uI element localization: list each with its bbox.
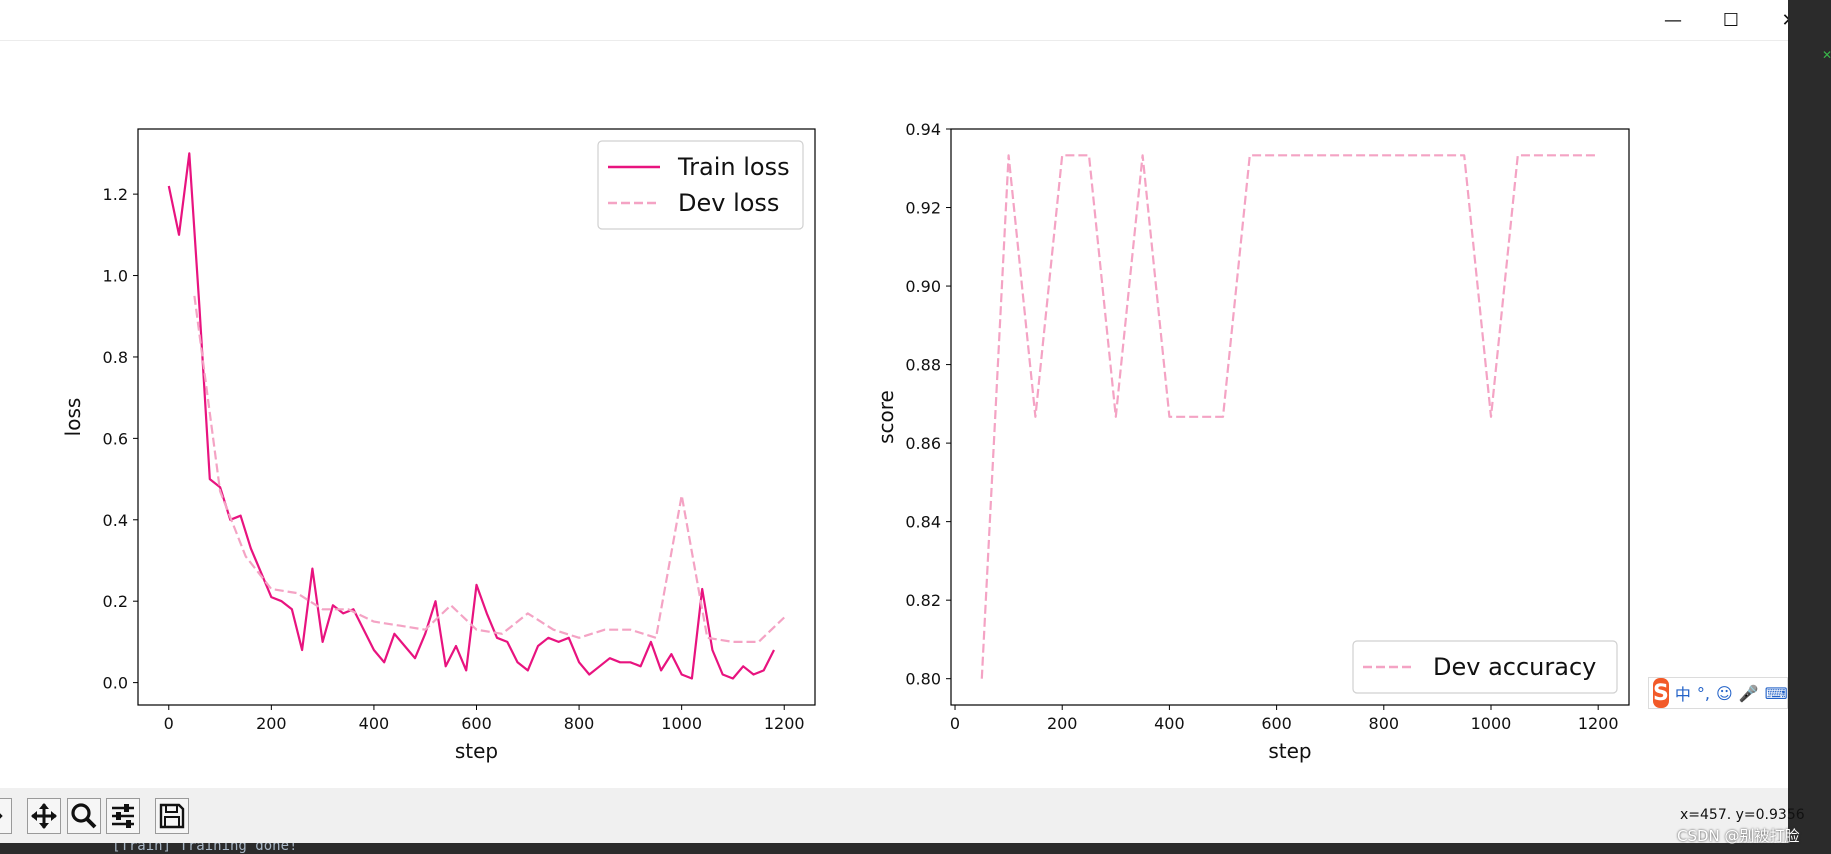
loss-chart: 0 200 400 600 800 1000 1200 0.0 0.2 0.4 0.6 0.8 1.0 1…: [61, 128, 816, 763]
maximize-icon: ☐: [1722, 9, 1740, 31]
floppy-disk-icon: [159, 803, 185, 829]
y-tick-label: 0.88: [905, 356, 941, 375]
sliders-icon: [112, 804, 134, 828]
magnifier-icon: [71, 803, 97, 829]
zoom-button[interactable]: [67, 798, 101, 834]
x-tick-label: 400: [359, 714, 390, 733]
minimize-button[interactable]: —: [1644, 0, 1702, 40]
keyboard-icon[interactable]: ⌨: [1764, 683, 1788, 703]
series-line-dev-loss: [193, 295, 785, 644]
y-tick-label: 0.94: [905, 120, 941, 139]
watermark-text: CSDN @别被打脸: [1677, 827, 1800, 845]
punctuation-icon[interactable]: °,: [1696, 683, 1710, 703]
y-tick-label: 0.4: [103, 511, 128, 530]
legend-label: Dev loss: [678, 189, 779, 217]
legend-label: Train loss: [677, 153, 790, 181]
terminal-strip: [Train] Training done!: [0, 843, 1788, 854]
legend: Train loss Dev loss: [597, 140, 804, 230]
configure-subplots-button[interactable]: [106, 798, 140, 834]
x-tick-label: 0: [164, 714, 174, 733]
y-axis-label: score: [874, 390, 898, 444]
x-tick-label: 0: [950, 714, 960, 733]
y-tick-label: 1.0: [103, 267, 128, 286]
cursor-coordinates: x=457. y=0.9356: [1680, 807, 1805, 823]
y-tick-label: 0.80: [905, 670, 941, 689]
y-tick-label: 0.84: [905, 513, 941, 532]
charts-svg: 0 200 400 600 800 1000 1200 0.0 0.2 0.4 0.6 0.8 1.0 1…: [61, 120, 1630, 763]
microphone-icon[interactable]: 🎤: [1738, 683, 1759, 703]
ime-mode[interactable]: 中: [1674, 685, 1691, 704]
x-tick-label: 400: [1154, 714, 1185, 733]
minimize-icon: —: [1664, 9, 1682, 31]
x-tick-label: 1200: [1578, 714, 1619, 733]
ime-toolbar[interactable]: S 中 °, ☺ 🎤 ⌨: [1648, 677, 1788, 709]
series-line-dev-accuracy: [980, 154, 1599, 679]
y-tick-label: 0.0: [103, 674, 128, 693]
y-tick-label: 0.86: [905, 434, 941, 453]
x-tick-label: 800: [564, 714, 595, 733]
maximize-button[interactable]: ☐: [1702, 0, 1760, 40]
x-tick-label: 800: [1369, 714, 1400, 733]
y-tick-label: 0.8: [103, 348, 128, 367]
legend-label: Dev accuracy: [1433, 653, 1596, 681]
y-tick-label: 0.2: [103, 592, 128, 611]
matplotlib-toolbar: x=457. y=0.9356: [0, 788, 1805, 846]
accuracy-chart: 0 200 400 600 800 1000 1200 0.80 0.82 0.84 0.86 0.8…: [874, 120, 1630, 763]
figure-canvas: 0 200 400 600 800 1000 1200 0.0 0.2 0.4 0.6 0.8 1.0 1…: [0, 40, 1788, 788]
save-button[interactable]: [155, 798, 189, 834]
check-icon: ✕: [1822, 48, 1831, 62]
y-tick-label: 1.2: [103, 185, 128, 204]
move-icon: [31, 803, 57, 829]
arrow-right-icon: [0, 813, 3, 819]
x-axis-label: step: [455, 739, 498, 763]
legend-frame: [597, 140, 804, 230]
x-tick-label: 200: [256, 714, 287, 733]
window-titlebar: — ☐ ✕: [0, 0, 1831, 41]
x-axis-label: step: [1268, 739, 1311, 763]
x-tick-label: 1000: [1471, 714, 1512, 733]
series-line-train-loss: [167, 152, 775, 680]
plot-frame: [950, 128, 1630, 706]
legend: Dev accuracy: [1352, 640, 1618, 694]
y-tick-label: 0.6: [103, 429, 128, 448]
y-axis-label: loss: [61, 398, 85, 437]
y-tick-label: 0.92: [905, 199, 941, 218]
background-window-edge: ✕: [1788, 0, 1831, 854]
forward-button[interactable]: [0, 798, 12, 834]
y-tick-label: 0.90: [905, 277, 941, 296]
x-tick-label: 600: [461, 714, 492, 733]
pan-button[interactable]: [27, 798, 61, 834]
x-tick-label: 1000: [661, 714, 702, 733]
legend-frame: [1352, 640, 1618, 694]
emoji-icon[interactable]: ☺: [1715, 683, 1733, 703]
terminal-line: [Train] Training done!: [112, 843, 298, 854]
y-tick-label: 0.82: [905, 591, 941, 610]
x-tick-label: 200: [1047, 714, 1078, 733]
x-tick-label: 1200: [764, 714, 805, 733]
sogou-logo-icon: S: [1653, 678, 1669, 708]
x-tick-label: 600: [1261, 714, 1292, 733]
